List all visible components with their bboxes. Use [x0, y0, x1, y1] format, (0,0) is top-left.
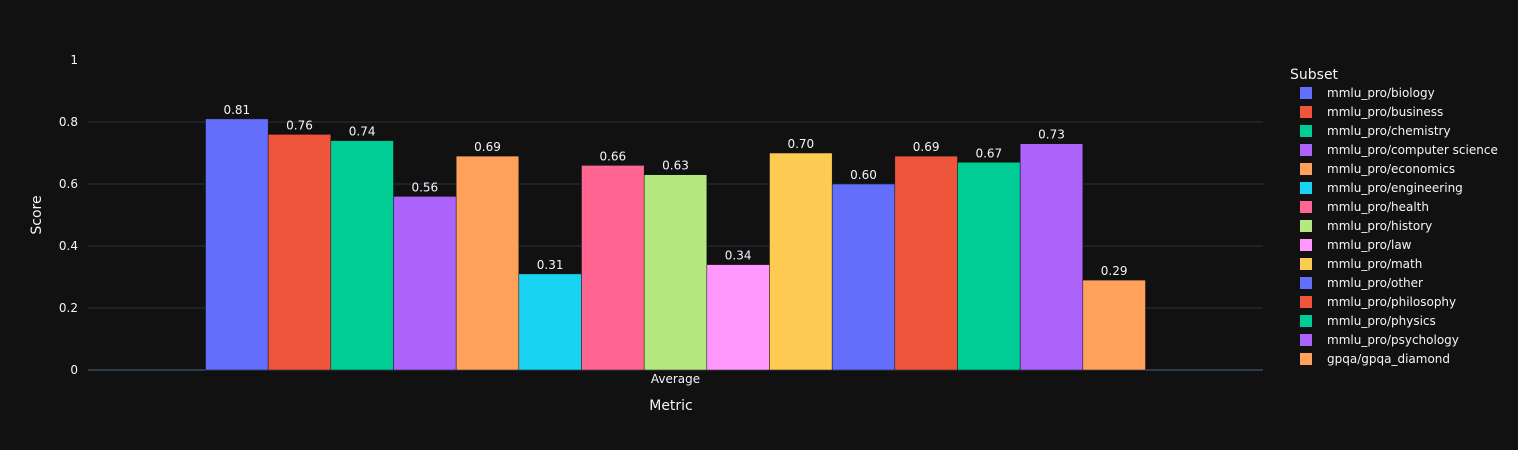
legend-swatch [1300, 182, 1312, 194]
bar[interactable] [894, 155, 958, 371]
bar[interactable] [769, 152, 833, 371]
bar[interactable] [267, 134, 332, 371]
legend-label: mmlu_pro/physics [1327, 314, 1436, 328]
legend-item[interactable]: mmlu_pro/health [1300, 200, 1429, 214]
y-tick-label: 0 [70, 363, 78, 377]
legend-label: mmlu_pro/biology [1327, 86, 1435, 100]
x-axis-ticks: Average [651, 372, 700, 386]
legend-label: mmlu_pro/philosophy [1327, 295, 1456, 309]
legend-label: mmlu_pro/chemistry [1327, 124, 1451, 138]
legend-swatch [1300, 144, 1312, 156]
bar-value-label: 0.63 [662, 159, 689, 173]
legend-swatch [1300, 334, 1312, 346]
bar-value-label: 0.29 [1101, 264, 1128, 278]
legend-item[interactable]: mmlu_pro/psychology [1300, 333, 1459, 347]
legend-label: mmlu_pro/history [1327, 219, 1432, 233]
legend-item[interactable]: mmlu_pro/economics [1300, 162, 1455, 176]
bar-value-label: 0.56 [411, 180, 438, 194]
bar[interactable] [643, 174, 708, 371]
legend-label: mmlu_pro/engineering [1327, 181, 1463, 195]
y-axis-ticks: 0 0.2 0.4 0.6 0.8 1 [59, 53, 78, 377]
y-tick-label: 0.4 [59, 239, 78, 253]
legend-swatch [1300, 315, 1312, 327]
legend-item[interactable]: gpqa/gpqa_diamond [1300, 352, 1450, 366]
bar-value-label: 0.34 [725, 249, 752, 263]
bar-value-label: 0.81 [223, 103, 250, 117]
legend-swatch [1300, 277, 1312, 289]
legend-item[interactable]: mmlu_pro/computer science [1300, 143, 1498, 157]
bar[interactable] [581, 165, 645, 371]
legend-swatch [1300, 239, 1312, 251]
legend-item[interactable]: mmlu_pro/chemistry [1300, 124, 1451, 138]
bar-value-label: 0.69 [474, 140, 501, 154]
bar-value-label: 0.74 [349, 125, 376, 139]
legend-swatch [1300, 125, 1312, 137]
legend-swatch [1300, 106, 1312, 118]
bar[interactable] [330, 140, 394, 371]
bar[interactable] [1019, 143, 1084, 371]
legend-swatch [1300, 220, 1312, 232]
bar-value-label: 0.67 [975, 146, 1002, 160]
bar-value-label: 0.73 [1038, 128, 1065, 142]
legend-label: mmlu_pro/economics [1327, 162, 1455, 176]
legend-label: mmlu_pro/business [1327, 105, 1443, 119]
bar[interactable] [455, 155, 520, 371]
bar[interactable] [831, 183, 896, 371]
legend-label: gpqa/gpqa_diamond [1327, 352, 1450, 366]
bar-value-label: 0.66 [599, 149, 626, 163]
bar-value-labels: 0.81 0.76 0.74 0.56 0.69 0.31 0.66 0.63 0.34 0.70… [223, 103, 1127, 278]
bar-value-label: 0.31 [537, 258, 564, 272]
bar-value-label: 0.60 [850, 168, 877, 182]
legend-swatch [1300, 296, 1312, 308]
bar[interactable] [1082, 279, 1146, 371]
y-tick-label: 1 [70, 53, 78, 67]
legend-swatch [1300, 353, 1312, 365]
legend-item[interactable]: mmlu_pro/law [1300, 238, 1412, 252]
legend-label: mmlu_pro/other [1327, 276, 1423, 290]
legend-item[interactable]: mmlu_pro/history [1300, 219, 1432, 233]
legend-label: mmlu_pro/health [1327, 200, 1429, 214]
legend-item[interactable]: mmlu_pro/math [1300, 257, 1422, 271]
legend-title: Subset [1290, 67, 1339, 83]
legend-label: mmlu_pro/psychology [1327, 333, 1459, 347]
y-tick-label: 0.6 [59, 177, 78, 191]
y-tick-label: 0.2 [59, 301, 78, 315]
legend-swatch [1300, 163, 1312, 175]
x-tick-label: Average [651, 372, 700, 386]
legend-label: mmlu_pro/computer science [1327, 143, 1498, 157]
legend-swatch [1300, 87, 1312, 99]
legend-item[interactable]: mmlu_pro/physics [1300, 314, 1436, 328]
bar-value-label: 0.70 [787, 137, 814, 151]
bar-value-label: 0.76 [286, 118, 313, 132]
x-axis-title: Metric [649, 398, 693, 414]
bar[interactable] [518, 273, 582, 371]
bar[interactable] [393, 196, 457, 371]
bar-value-label: 0.69 [913, 140, 940, 154]
bar[interactable] [205, 118, 269, 371]
bar[interactable] [706, 264, 770, 371]
legend-item[interactable]: mmlu_pro/business [1300, 105, 1443, 119]
legend-item[interactable]: mmlu_pro/biology [1300, 86, 1435, 100]
legend-label: mmlu_pro/math [1327, 257, 1422, 271]
legend-item[interactable]: mmlu_pro/other [1300, 276, 1423, 290]
legend-label: mmlu_pro/law [1327, 238, 1412, 252]
y-axis-title: Score [29, 195, 45, 234]
legend-item[interactable]: mmlu_pro/philosophy [1300, 295, 1456, 309]
legend-item[interactable]: mmlu_pro/engineering [1300, 181, 1463, 195]
bars [205, 118, 1146, 371]
legend-swatch [1300, 201, 1312, 213]
y-tick-label: 0.8 [59, 115, 78, 129]
legend[interactable]: Subset mmlu_pro/biology mmlu_pro/business… [1290, 67, 1498, 366]
bar[interactable] [957, 162, 1021, 371]
legend-swatch [1300, 258, 1312, 270]
